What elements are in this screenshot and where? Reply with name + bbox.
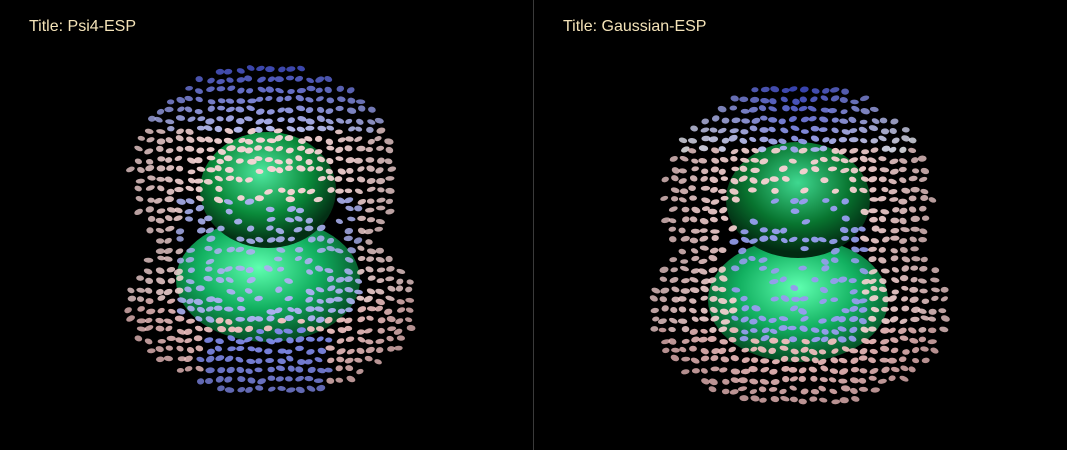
surface-points [649, 86, 950, 405]
surface-points [124, 65, 416, 394]
esp-point-cloud-gaussian[interactable] [534, 0, 1067, 450]
esp-point-cloud-psi4[interactable] [0, 0, 533, 450]
viewer-title: Title: Psi4-ESP [29, 18, 136, 35]
viewer-gaussian[interactable]: Title: Gaussian-ESP [534, 0, 1067, 450]
viewer-psi4[interactable]: Title: Psi4-ESP [0, 0, 533, 450]
viewer-divider [533, 0, 534, 450]
viewer-title: Title: Gaussian-ESP [563, 18, 707, 35]
